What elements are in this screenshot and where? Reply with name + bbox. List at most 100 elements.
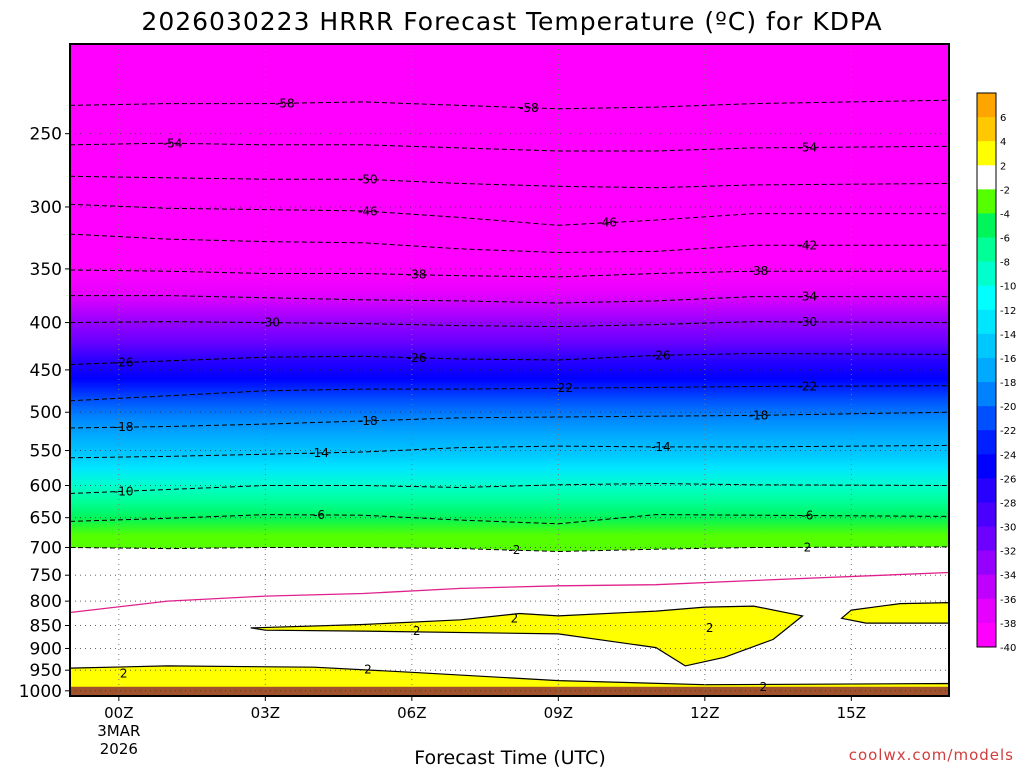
isotherm-m54 — [70, 142, 949, 152]
plot-fill: -58 -58 -54 -54 -50 -46 -46 -42 -38 -38 -34 -30 -30 -… — [70, 44, 949, 696]
x-tick-label: 12Z — [690, 704, 719, 722]
isotherm-label: -22 — [553, 381, 573, 395]
isotherm-label: -38 — [407, 268, 427, 282]
colorbar-swatch — [977, 237, 996, 263]
isotherm-m46 — [70, 203, 949, 226]
colorbar-label: -24 — [1000, 450, 1016, 461]
isotherm-label: -26 — [407, 351, 427, 365]
colorbar-swatch — [977, 526, 996, 552]
credit-link[interactable]: coolwx.com/models — [849, 746, 1014, 764]
x-tick-year: 2026 — [100, 740, 138, 758]
colorbar-label: -40 — [1000, 643, 1016, 654]
isotherm-m10 — [70, 482, 949, 494]
y-tick-label: 500 — [30, 403, 62, 423]
warm-area-label: 2 — [511, 611, 519, 625]
y-tick-label: 750 — [30, 566, 62, 586]
colorbar-label: -38 — [1000, 619, 1016, 630]
colorbar-swatch — [977, 382, 996, 407]
colorbar-label: -4 — [1000, 209, 1010, 220]
colorbar-swatch — [977, 285, 996, 311]
warm-area-upper — [250, 605, 804, 667]
y-tick-label: 900 — [30, 639, 62, 659]
colorbar-swatch — [977, 333, 996, 359]
isotherm-label: -18 — [114, 420, 134, 434]
colorbar-swatch — [977, 93, 996, 118]
colorbar-label: -10 — [1000, 282, 1016, 293]
isotherm-label: -26 — [114, 356, 134, 370]
isotherm-label: -18 — [749, 408, 769, 422]
colorbar-border — [976, 92, 997, 648]
colorbar-label: -18 — [1000, 378, 1016, 389]
warm-area-label: 2 — [413, 624, 421, 638]
colorbar-label: 2 — [1000, 161, 1006, 172]
ground-fill — [70, 686, 949, 696]
x-tick-label: 09Z — [544, 704, 573, 722]
y-tick-label: 450 — [30, 361, 62, 381]
colorbar-swatch — [977, 550, 996, 576]
colorbar-swatch — [977, 189, 996, 214]
isotherm-label: -30 — [798, 315, 818, 329]
isotherm-label: -58 — [275, 96, 295, 110]
warm-area-right — [840, 601, 949, 624]
colorbar-swatch — [977, 478, 996, 503]
isotherm-m18 — [70, 411, 949, 429]
isotherm-m30 — [70, 321, 949, 328]
colorbar-swatch — [977, 213, 996, 239]
y-tick-label: 950 — [30, 661, 62, 681]
colorbar-swatch — [977, 598, 996, 624]
colorbar-swatch — [977, 309, 996, 335]
isotherm-label: -10 — [114, 484, 134, 498]
colorbar-swatch — [977, 261, 996, 287]
isotherm-m34 — [70, 295, 949, 304]
colorbar-label: 6 — [1000, 113, 1006, 124]
x-tick-label: 06Z — [397, 704, 426, 722]
plot-area: -58 -58 -54 -54 -50 -46 -46 -42 -38 -38 -34 -30 -30 -… — [69, 43, 950, 697]
colorbar-swatch — [977, 165, 996, 190]
colorbar-label: -30 — [1000, 523, 1016, 534]
isotherm-m42 — [70, 233, 949, 254]
warm-area-label: 2 — [364, 662, 372, 676]
colorbar-label: -36 — [1000, 595, 1016, 606]
isotherm-label: -6 — [801, 509, 813, 523]
colorbar: 6 4 2 -2 -4 -6 -8 -10 -12 -14 -16 -18 -20 -22 -24 -26 -2… — [976, 92, 1016, 654]
isotherm-m38 — [70, 269, 949, 278]
x-axis-title: Forecast Time (UTC) — [414, 747, 605, 768]
colorbar-label: -34 — [1000, 571, 1016, 582]
isotherm-label: -14 — [651, 440, 671, 454]
colorbar-label: -16 — [1000, 354, 1016, 365]
x-tick-label: 03Z — [251, 704, 280, 722]
y-tick-label: 1000 — [19, 682, 62, 702]
colorbar-label: 4 — [1000, 137, 1006, 148]
colorbar-label: -32 — [1000, 547, 1016, 558]
x-tick-date: 3MAR — [97, 722, 140, 740]
colorbar-label: -8 — [1000, 258, 1010, 269]
colorbar-swatch — [977, 454, 996, 479]
isotherm-m2 — [70, 546, 949, 553]
isotherm-m26 — [70, 352, 949, 365]
isotherm-label: -58 — [519, 101, 539, 115]
y-tick-label: 850 — [30, 616, 62, 636]
isotherm-label: -22 — [798, 379, 818, 393]
y-tick-label: 600 — [30, 477, 62, 497]
isotherm-label: -2 — [508, 543, 520, 557]
colorbar-label: -12 — [1000, 306, 1016, 317]
isotherm-m14 — [70, 444, 949, 459]
freezing-line — [70, 571, 949, 614]
isotherm-label: -30 — [260, 316, 280, 330]
y-tick-label: 650 — [30, 509, 62, 529]
isotherm-m22 — [70, 385, 949, 402]
colorbar-label: -22 — [1000, 426, 1016, 437]
colorbar-swatch — [977, 406, 996, 431]
isotherm-label: -34 — [798, 290, 818, 304]
isotherm-label: -26 — [651, 348, 671, 362]
y-axis: 250 300 350 400 450 500 550 600 650 700 750 800 850 9… — [19, 125, 70, 702]
colorbar-label: -28 — [1000, 498, 1016, 509]
colorbar-swatch — [977, 502, 996, 528]
y-tick-label: 250 — [30, 125, 62, 145]
warm-area-label: 2 — [706, 621, 714, 635]
colorbar-label: -2 — [1000, 185, 1010, 196]
x-tick-label: 00Z — [104, 704, 133, 722]
warm-area-label: 2 — [120, 667, 128, 681]
